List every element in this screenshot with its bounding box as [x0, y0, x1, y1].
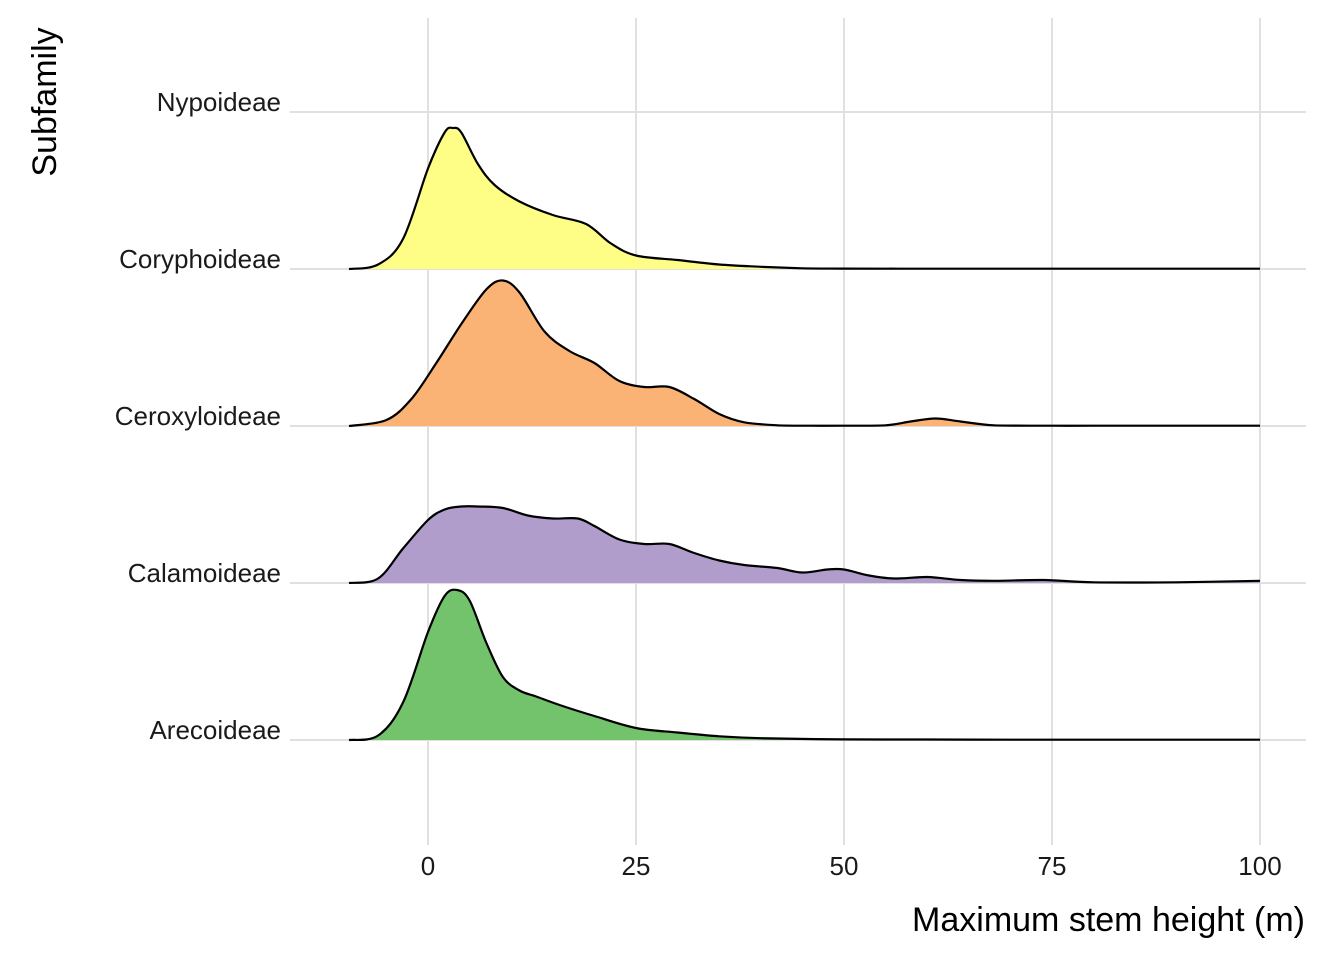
density-ridges — [348, 126, 1261, 742]
y-tick-label: Ceroxyloideae — [115, 401, 281, 431]
ridge-outline-coryphoideae — [348, 126, 1260, 271]
x-axis-title: Maximum stem height (m) — [912, 901, 1305, 939]
ridge-outline-ceroxyloideae — [348, 279, 1260, 428]
tick-labels: 0 25 50 75 100 Arecoideae Calamoideae Ceroxyloi… — [115, 87, 1282, 881]
y-axis-title: Subfamily — [26, 27, 64, 176]
ridge-fill-arecoideae — [349, 589, 1260, 740]
ridge-fill-ceroxyloideae — [349, 280, 1260, 426]
ridge-outline-calamoideae — [348, 505, 1261, 585]
y-tick-label: Calamoideae — [128, 558, 281, 588]
x-tick-label: 75 — [1038, 851, 1067, 881]
ridge-fill-calamoideae — [349, 506, 1260, 583]
y-tick-label: Coryphoideae — [119, 244, 281, 274]
x-tick-label: 0 — [421, 851, 435, 881]
x-tick-label: 25 — [622, 851, 651, 881]
ridge-outline-arecoideae — [348, 588, 1260, 742]
y-tick-label: Nypoideae — [157, 87, 281, 117]
ridge-fill-coryphoideae — [349, 127, 1260, 269]
x-tick-label: 100 — [1238, 851, 1281, 881]
y-tick-label: Arecoideae — [149, 715, 281, 745]
x-tick-label: 50 — [830, 851, 859, 881]
